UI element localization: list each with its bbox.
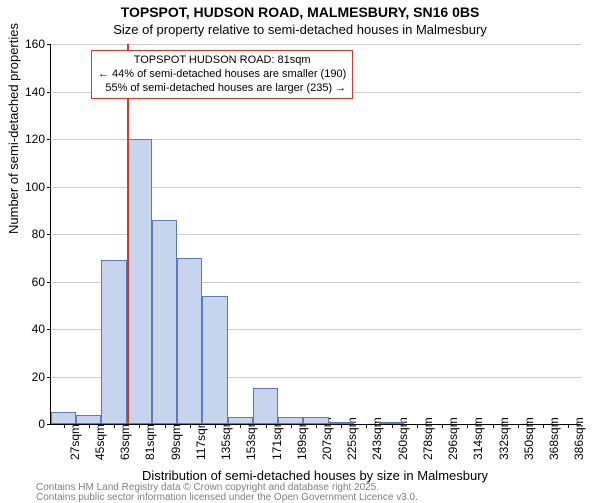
x-tick-mark (291, 424, 292, 428)
y-tick-label: 20 (5, 370, 45, 384)
x-tick-label: 386sqm (572, 417, 586, 460)
x-tick-label: 81sqm (143, 424, 157, 460)
x-tick-label: 332sqm (497, 417, 511, 460)
histogram-bar (253, 388, 278, 424)
y-tick-mark (47, 139, 51, 140)
histogram-bar (101, 260, 126, 424)
x-tick-label: 278sqm (421, 417, 435, 460)
x-tick-mark (568, 424, 569, 428)
y-tick-label: 120 (5, 132, 45, 146)
x-tick-mark (266, 424, 267, 428)
x-tick-mark (417, 424, 418, 428)
x-tick-label: 368sqm (547, 417, 561, 460)
x-tick-label: 63sqm (118, 424, 132, 460)
x-tick-label: 27sqm (68, 424, 82, 460)
footer-line-2: Contains public sector information licen… (36, 492, 418, 503)
x-tick-mark (392, 424, 393, 428)
x-tick-mark (366, 424, 367, 428)
x-tick-mark (543, 424, 544, 428)
y-tick-mark (47, 329, 51, 330)
histogram-bar (303, 417, 328, 424)
x-tick-label: 314sqm (471, 417, 485, 460)
x-tick-mark (316, 424, 317, 428)
chart-title-main: TOPSPOT, HUDSON ROAD, MALMESBURY, SN16 0… (0, 4, 600, 20)
histogram-bar (228, 417, 253, 424)
x-tick-label: 350sqm (522, 417, 536, 460)
x-tick-mark (190, 424, 191, 428)
x-tick-mark (518, 424, 519, 428)
x-tick-mark (165, 424, 166, 428)
x-tick-label: 117sqm (194, 418, 208, 460)
y-tick-label: 80 (5, 227, 45, 241)
histogram-bar (152, 220, 177, 424)
y-tick-label: 100 (5, 180, 45, 194)
reference-line (127, 44, 129, 424)
histogram-bar (51, 412, 76, 424)
y-tick-mark (47, 424, 51, 425)
x-tick-mark (114, 424, 115, 428)
y-tick-mark (47, 377, 51, 378)
chart-title-sub: Size of property relative to semi-detach… (0, 22, 600, 37)
x-axis-label: Distribution of semi-detached houses by … (50, 468, 580, 483)
histogram-bar (76, 415, 101, 425)
histogram-bar (379, 422, 404, 424)
y-tick-mark (47, 187, 51, 188)
x-tick-mark (442, 424, 443, 428)
x-tick-mark (89, 424, 90, 428)
x-tick-label: 45sqm (93, 424, 107, 460)
x-tick-mark (64, 424, 65, 428)
plot-area: TOPSPOT HUDSON ROAD: 81sqm ← 44% of semi… (50, 44, 581, 425)
y-tick-label: 0 (5, 417, 45, 431)
y-axis-label: Number of semi-detached properties (6, 23, 21, 234)
y-tick-mark (47, 44, 51, 45)
histogram-bar (278, 417, 303, 424)
x-tick-mark (493, 424, 494, 428)
y-tick-label: 40 (5, 322, 45, 336)
x-tick-mark (240, 424, 241, 428)
y-tick-mark (47, 234, 51, 235)
x-tick-mark (215, 424, 216, 428)
histogram-bar (127, 139, 152, 424)
y-tick-mark (47, 282, 51, 283)
y-tick-label: 60 (5, 275, 45, 289)
annotation-box: TOPSPOT HUDSON ROAD: 81sqm ← 44% of semi… (91, 50, 353, 99)
annotation-line1: TOPSPOT HUDSON ROAD: 81sqm (98, 54, 346, 68)
histogram-bar (202, 296, 227, 424)
gridline (51, 44, 581, 45)
annotation-line3: 55% of semi-detached houses are larger (… (98, 82, 346, 96)
x-tick-mark (467, 424, 468, 428)
x-tick-label: 296sqm (446, 417, 460, 460)
chart-container: TOPSPOT, HUDSON ROAD, MALMESBURY, SN16 0… (0, 0, 600, 500)
y-tick-label: 160 (5, 37, 45, 51)
y-tick-mark (47, 92, 51, 93)
x-tick-mark (139, 424, 140, 428)
histogram-bar (177, 258, 202, 424)
x-tick-mark (341, 424, 342, 428)
x-tick-label: 99sqm (169, 424, 183, 460)
annotation-line2: ← 44% of semi-detached houses are smalle… (98, 68, 346, 82)
histogram-bar (329, 422, 354, 424)
y-tick-label: 140 (5, 85, 45, 99)
